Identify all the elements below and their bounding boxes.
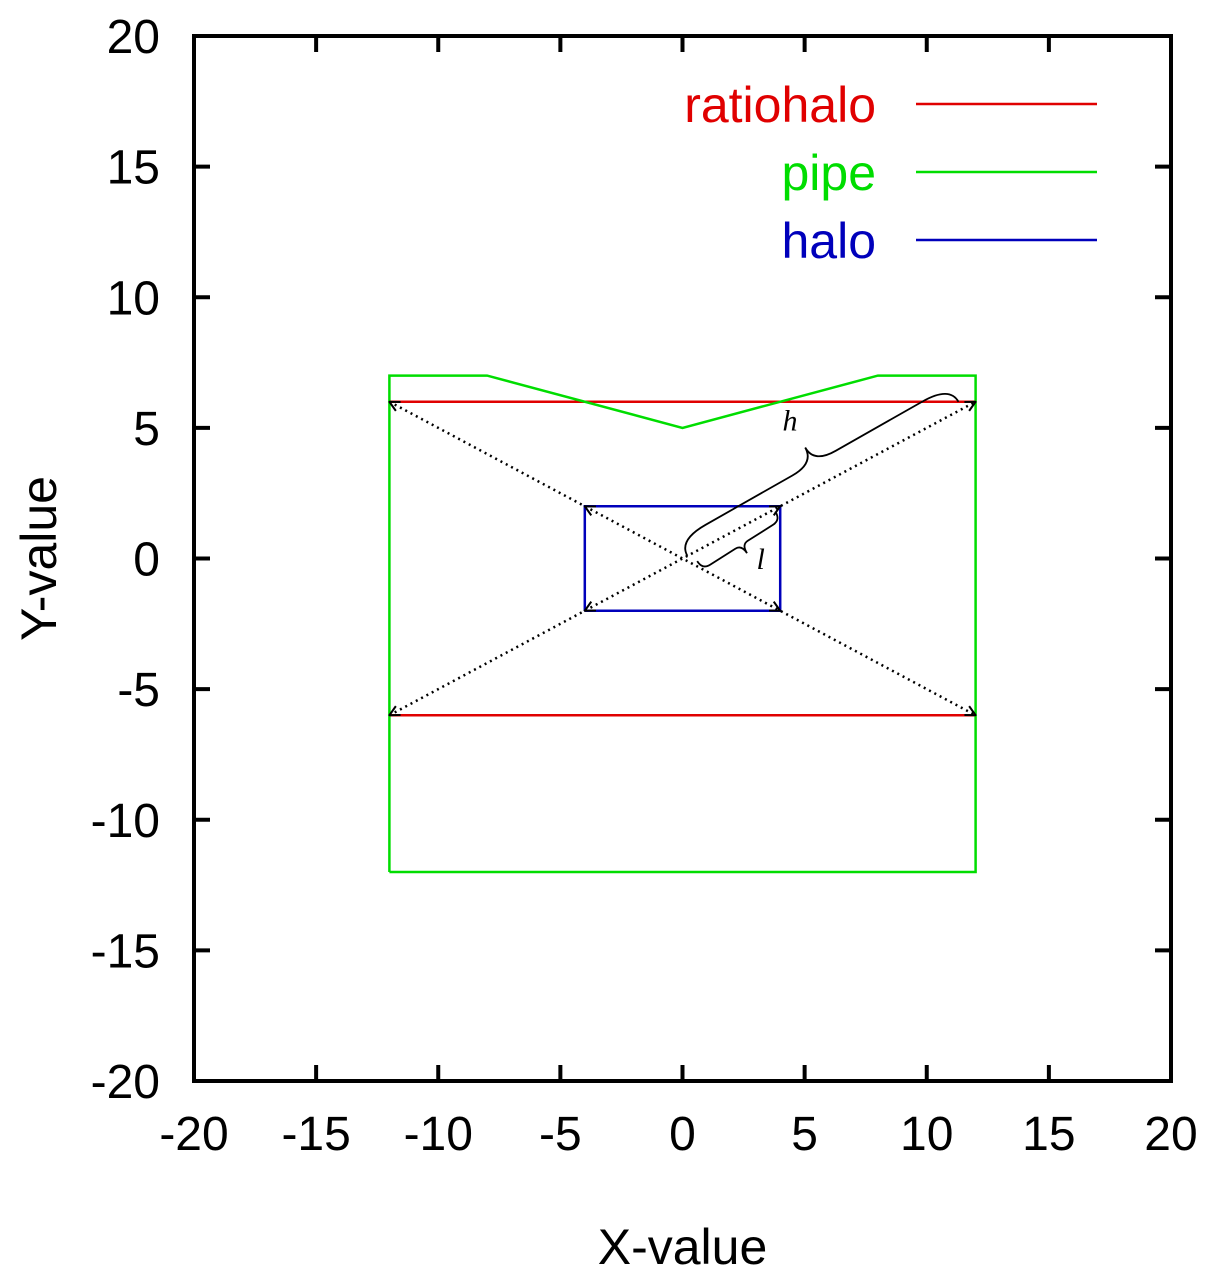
x-tick-label: 5: [791, 1108, 818, 1161]
y-tick-label: -20: [91, 1056, 160, 1109]
legend: ratiohalo pipe halo: [684, 77, 1097, 269]
legend-label-halo: halo: [781, 213, 876, 269]
x-tick-label: -20: [159, 1108, 228, 1161]
annotation-h: h: [782, 404, 797, 437]
diagonal-arrow: [388, 400, 975, 717]
y-tick-label: -5: [117, 664, 160, 717]
y-tick-label: -15: [91, 925, 160, 978]
x-tick-label: -10: [404, 1108, 473, 1161]
y-axis-title: Y-value: [11, 476, 67, 641]
y-tick-label: 15: [107, 142, 160, 195]
y-tick-label: -10: [91, 795, 160, 848]
x-tick-label: 15: [1022, 1108, 1075, 1161]
diagonal-arrow: [388, 400, 975, 717]
arrows-layer: [388, 400, 975, 717]
brace-l: [696, 511, 779, 568]
y-tick-label: 20: [107, 11, 160, 64]
legend-label-ratiohalo: ratiohalo: [684, 77, 876, 133]
x-tick-label: 20: [1144, 1108, 1197, 1161]
y-tick-label: 5: [133, 403, 160, 456]
x-tick-label: 10: [900, 1108, 953, 1161]
x-tick-label: -15: [281, 1108, 350, 1161]
brace-h: [684, 392, 960, 557]
x-tick-label: -5: [539, 1108, 582, 1161]
series-line-pipe: [388, 374, 977, 874]
x-axis-title: X-value: [598, 1219, 768, 1273]
braces-layer: hl: [684, 392, 960, 576]
y-tick-label: 10: [107, 272, 160, 325]
legend-label-pipe: pipe: [781, 145, 876, 201]
x-tick-label: 0: [669, 1108, 696, 1161]
axis-ticks: -20 -15 -10 -5 0 5 10 15 20 -20 -15 -10 -5 0 5 10 15 20: [91, 11, 1198, 1161]
y-tick-label: 0: [133, 534, 160, 587]
annotation-l: l: [756, 543, 764, 576]
